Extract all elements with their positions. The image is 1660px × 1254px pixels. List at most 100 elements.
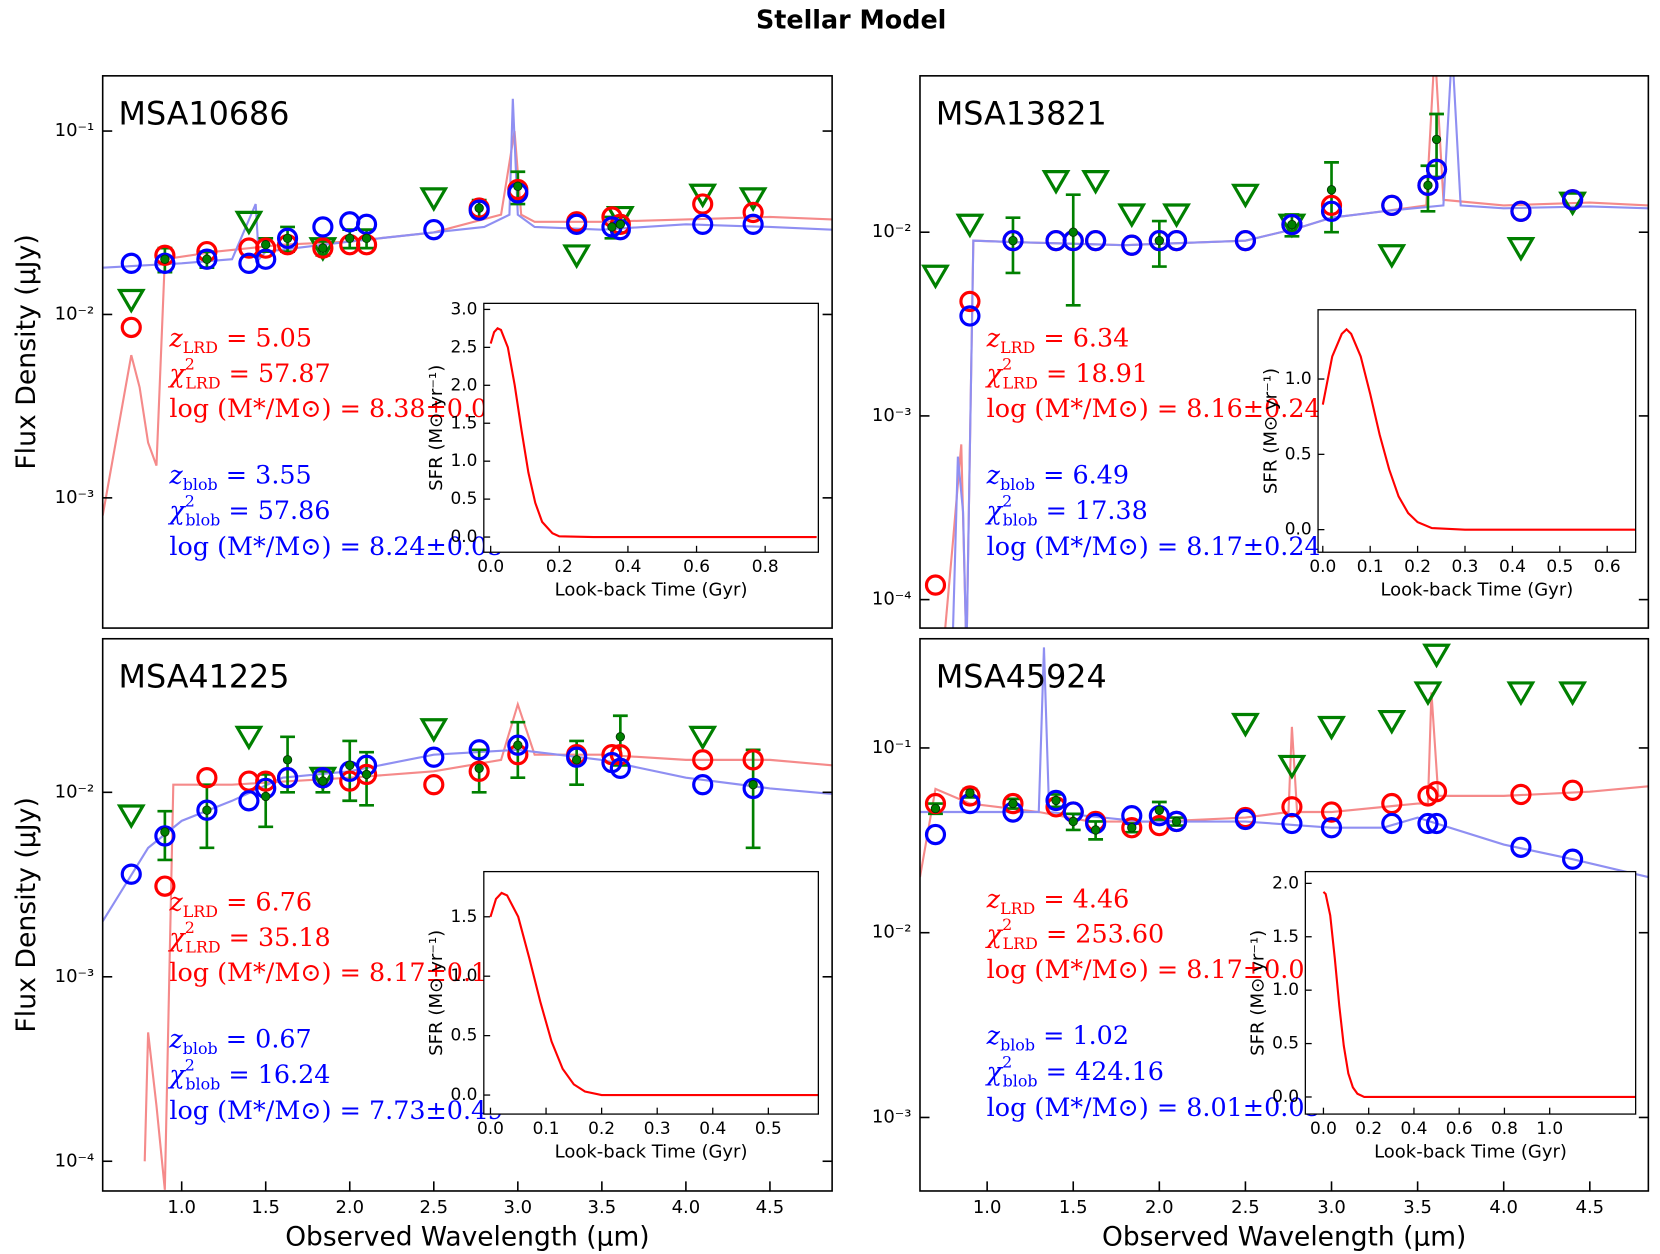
inset-background [1305, 871, 1636, 1115]
model-photometry [1045, 229, 1067, 252]
inset-x-tick-label: 0.2 [1404, 557, 1431, 577]
annotation: log (M*/M⊙) = 8.38±0.07 [169, 394, 503, 424]
observed-point [345, 760, 355, 771]
model-photometry [312, 767, 334, 789]
plot-frame [483, 870, 819, 1115]
upper-limit [234, 210, 264, 236]
inset-background [483, 871, 819, 1115]
upper-limit [116, 804, 146, 830]
annotation-value: = 3.55 [218, 460, 312, 490]
annotation-symbol: log (M*/M⊙) [987, 532, 1149, 562]
observed-point [748, 779, 758, 790]
inset-x-tick-label: 0.5 [1546, 557, 1573, 577]
sfr-line [489, 891, 819, 1097]
y-tick-label: 10⁻⁴ [872, 589, 912, 610]
annotation-value: = 8.17±0.17 [332, 958, 504, 988]
model-photometry [1562, 779, 1584, 801]
inset-x-tick-label: 0.3 [644, 1119, 671, 1139]
model-photometry [468, 760, 490, 782]
observed-point [1326, 185, 1337, 195]
annotation-symbol: log (M*/M⊙) [987, 394, 1149, 424]
observed-point [474, 203, 484, 213]
model-photometry [959, 290, 981, 313]
annotation-symbol: z [986, 324, 1001, 354]
observed-point [345, 233, 355, 244]
sfr-line [1322, 891, 1636, 1099]
x-tick-label: 4.0 [1489, 1197, 1518, 1218]
upper-limit [921, 264, 950, 290]
model-photometry [566, 213, 588, 236]
annotation-value: = 57.87 [221, 359, 331, 389]
upper-limit [1081, 170, 1111, 195]
sfr-line [489, 327, 817, 539]
model-photometry [742, 201, 764, 224]
x-axis-label: Observed Wavelength (μm) [1102, 1221, 1466, 1252]
panel-name: MSA10686 [119, 94, 290, 132]
annotation-symbol: z [986, 460, 1001, 490]
annotation: zblob = 3.55 [168, 460, 311, 493]
annotation-sub: blob [185, 1074, 220, 1093]
inset-x-tick-label: 0.6 [1446, 1119, 1473, 1139]
annotation-value: = 0.67 [218, 1024, 312, 1054]
inset-x-tick-label: 0.2 [1355, 1119, 1382, 1139]
model-photometry [1562, 189, 1584, 211]
upper-limit [1506, 681, 1536, 707]
model-photometry [1381, 792, 1403, 815]
annotation: zLRD = 6.76 [168, 888, 312, 921]
annotation: χ2 blob = 57.86 [167, 491, 330, 529]
model-photometry [154, 825, 176, 847]
y-tick-label: 10⁻¹ [872, 737, 912, 758]
plot-frame [919, 75, 1650, 629]
annotation-sub: blob [1000, 474, 1035, 493]
inset-y-tick-label: 0.0 [451, 1085, 478, 1105]
annotation-symbol: χ [167, 923, 186, 953]
upper-limit [562, 244, 592, 270]
annotation-sub: LRD [1000, 898, 1035, 917]
upper-limit [738, 187, 768, 213]
model-photometry [507, 734, 529, 756]
annotation-sub: blob [183, 1038, 218, 1057]
upper-limit [116, 288, 146, 314]
inset-plot [489, 327, 817, 539]
inset-y-tick-label: 1.0 [1285, 369, 1312, 389]
upper-limit [1506, 237, 1536, 262]
inset-y-label: SFR (M⊙ yr⁻¹) [1261, 368, 1282, 494]
y-tick-label: 10⁻² [55, 303, 95, 324]
model-photometry [1425, 780, 1448, 803]
annotation-symbol: z [168, 324, 183, 354]
observed-point [615, 732, 626, 742]
x-tick-label: 1.0 [973, 1197, 1002, 1218]
inset-x-tick-label: 0.1 [1357, 557, 1384, 577]
annotation: log (M*/M⊙) = 8.01±0.05 [987, 1093, 1321, 1123]
annotation: zLRD = 6.34 [986, 324, 1130, 357]
annotation-value: = 8.17±0.08 [1149, 955, 1321, 985]
annotation-symbol: log (M*/M⊙) [987, 1093, 1149, 1123]
model-spectrum [919, 647, 1649, 879]
annotation-sub: blob [185, 510, 220, 529]
plot-frame [1304, 870, 1637, 1115]
annotation-symbol: χ [167, 496, 186, 526]
plot-area [921, 75, 1649, 629]
inset-background [1318, 309, 1636, 553]
model-photometry [1234, 229, 1257, 252]
x-tick-label: 3.5 [588, 1197, 617, 1218]
inset-y-tick-label: 2.5 [451, 337, 478, 357]
annotation-symbol: χ [985, 1057, 1004, 1087]
inset-x-tick-label: 0.0 [477, 557, 504, 577]
annotation-sub: LRD [1003, 934, 1038, 953]
model-photometry [276, 767, 299, 789]
observed-point [1431, 134, 1442, 145]
x-tick-label: 3.0 [1317, 1197, 1346, 1218]
model-photometry [692, 774, 714, 796]
annotation-value: = 8.38±0.07 [332, 394, 504, 424]
observed-point [202, 805, 212, 815]
plot-frame [101, 637, 833, 1192]
x-tick-label: 2.0 [1145, 1197, 1174, 1218]
model-photometry [1320, 817, 1343, 839]
upper-limit [419, 718, 449, 743]
annotation-sub: blob [183, 474, 218, 493]
upper-limit [1162, 203, 1191, 229]
inset-x-tick-label: 1.0 [1536, 1119, 1563, 1139]
inset-y-tick-label: 0.5 [1272, 1034, 1299, 1054]
